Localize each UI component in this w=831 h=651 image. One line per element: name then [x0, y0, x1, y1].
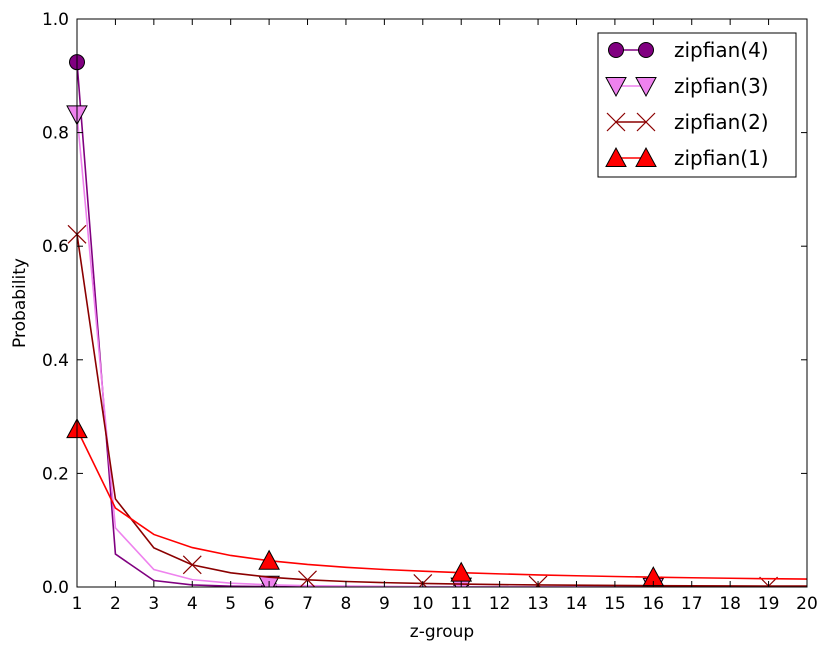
legend-marker-start-zipfian(1) [605, 146, 627, 167]
y-axis-title: Probability [10, 258, 30, 348]
legend-box [597, 32, 797, 178]
data-point-zipfian(2)-7 [298, 570, 317, 587]
series-line-zipfian(1) [76, 428, 808, 580]
x-tick-label-6: 6 [264, 594, 275, 614]
legend-entry-zipfian(2): zipfian(2) [606, 110, 769, 134]
data-point-zipfian(2)-4 [182, 555, 202, 575]
legend-marker-start-zipfian(2)-stroke-b [606, 112, 626, 132]
x-tick-label-2: 2 [110, 594, 121, 614]
x-tick-label-3: 3 [148, 594, 159, 614]
series-zipfian(1) [66, 418, 808, 587]
axes: 1 2 3 4 5 6 7 8 9 10 11 12 13 14 15 16 17 18 19 200.00.20.4… [42, 10, 818, 614]
y-tick-label-0: 0.0 [42, 578, 69, 598]
y-tick-label-3: 0.6 [42, 237, 69, 257]
x-tick-label-1: 1 [72, 594, 83, 614]
x-tick-label-15: 15 [604, 594, 626, 614]
y-tick-label-2: 0.4 [42, 351, 69, 371]
y-tick-label-4: 0.8 [42, 124, 69, 144]
legend: zipfian(4) zipfian(3) zipfian(2) zipfian(1) [597, 32, 797, 178]
legend-label-zipfian(3): zipfian(3) [674, 74, 769, 98]
x-tick-label-16: 16 [642, 594, 664, 614]
x-tick-label-11: 11 [450, 594, 472, 614]
x-tick-label-17: 17 [681, 594, 703, 614]
x-tick-label-19: 19 [758, 594, 780, 614]
data-point-zipfian(2)-4-stroke-b [182, 555, 202, 575]
x-tick-label-12: 12 [489, 594, 511, 614]
x-tick-label-4: 4 [187, 594, 198, 614]
x-tick-label-13: 13 [527, 594, 549, 614]
legend-label-zipfian(4): zipfian(4) [674, 38, 769, 62]
legend-marker-end-zipfian(1) [635, 146, 657, 167]
data-point-zipfian(1)-6 [258, 549, 280, 570]
y-tick-label-5: 1.0 [42, 10, 69, 30]
series-line-zipfian(2) [76, 234, 808, 587]
x-tick-label-10: 10 [412, 594, 434, 614]
legend-label-zipfian(2): zipfian(2) [674, 110, 769, 134]
legend-marker-start-zipfian(4) [608, 42, 624, 58]
legend-entry-zipfian(3): zipfian(3) [605, 74, 769, 98]
x-tick-label-14: 14 [566, 594, 588, 614]
plot-frame [76, 18, 808, 588]
x-tick-label-18: 18 [719, 594, 741, 614]
x-tick-label-7: 7 [302, 594, 313, 614]
x-axis-title: z-group [410, 622, 474, 642]
legend-marker-end-zipfian(2)-stroke-b [636, 112, 656, 132]
x-tick-label-8: 8 [341, 594, 352, 614]
data-point-zipfian(2)-7-stroke-b [299, 570, 317, 587]
legend-entry-zipfian(1): zipfian(1) [605, 146, 769, 170]
legend-marker-start-zipfian(2) [606, 112, 626, 132]
x-tick-label-20: 20 [796, 594, 818, 614]
x-tick-label-9: 9 [379, 594, 390, 614]
legend-marker-end-zipfian(3) [635, 77, 657, 98]
x-tick-label-5: 5 [225, 594, 236, 614]
legend-entry-zipfian(4): zipfian(4) [608, 38, 769, 62]
legend-marker-start-zipfian(3) [605, 77, 627, 98]
legend-label-zipfian(1): zipfian(1) [674, 146, 769, 170]
legend-marker-end-zipfian(2) [636, 112, 656, 132]
y-tick-label-1: 0.2 [42, 464, 69, 484]
legend-marker-end-zipfian(4) [638, 42, 654, 58]
